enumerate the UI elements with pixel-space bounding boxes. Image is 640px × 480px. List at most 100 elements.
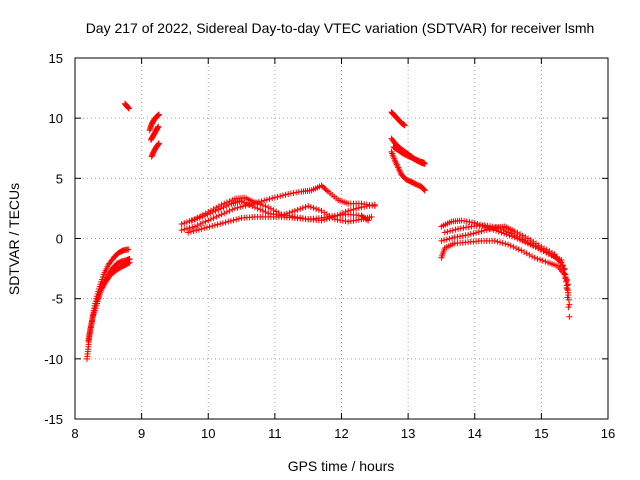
data-point [209, 209, 216, 216]
data-point [471, 219, 478, 226]
data-point [511, 232, 518, 239]
data-point [563, 276, 570, 283]
data-point [215, 206, 222, 213]
data-point [291, 207, 298, 214]
data-point [225, 201, 232, 208]
data-point [265, 204, 272, 211]
y-tick-label: -15 [44, 412, 63, 427]
data-point [513, 233, 520, 240]
data-point [515, 246, 522, 253]
data-point [218, 211, 225, 218]
series-late-d [390, 144, 428, 166]
data-point [452, 226, 459, 233]
data-point [197, 221, 204, 228]
data-point [519, 236, 526, 243]
data-point [481, 227, 488, 234]
data-point [205, 217, 212, 224]
data-point [241, 199, 248, 206]
data-point [397, 168, 404, 175]
data-point [229, 196, 236, 203]
y-tick-label: 15 [49, 51, 63, 66]
x-tick-label: 9 [138, 426, 145, 441]
data-point [209, 222, 216, 229]
data-point [210, 215, 217, 222]
data-point [543, 249, 550, 256]
data-point [517, 231, 524, 238]
y-axis-label: SDTVAR / TECUs [6, 183, 22, 295]
data-point [193, 227, 200, 234]
data-point [201, 225, 208, 232]
data-point [475, 229, 482, 236]
data-point [540, 248, 547, 255]
data-point [505, 241, 512, 248]
data-point [446, 235, 453, 242]
data-point [178, 221, 185, 228]
data-point [444, 228, 451, 235]
data-point [202, 218, 209, 225]
data-point [541, 245, 548, 252]
data-point [371, 203, 378, 210]
y-tick-label: 0 [56, 232, 63, 247]
data-point [505, 229, 512, 236]
data-point [503, 228, 510, 235]
x-tick-label: 10 [201, 426, 215, 441]
data-point [257, 206, 264, 213]
data-point [467, 231, 474, 238]
data-point [526, 251, 533, 258]
data-point [294, 206, 301, 213]
data-point [392, 158, 399, 165]
data-point [310, 204, 317, 211]
data-point [513, 245, 520, 252]
data-point [396, 167, 403, 174]
data-point [281, 211, 288, 218]
data-point [227, 217, 234, 224]
data-point [255, 198, 262, 205]
data-point [238, 198, 245, 205]
data-point [563, 282, 570, 289]
data-point [421, 187, 428, 194]
data-point [189, 224, 196, 231]
chart-title: Day 217 of 2022, Sidereal Day-to-day VTE… [86, 20, 595, 36]
data-point [259, 202, 266, 209]
data-point [543, 246, 550, 253]
data-point [278, 212, 285, 219]
data-point [305, 203, 312, 210]
data-point [178, 227, 185, 234]
data-point [518, 247, 525, 254]
data-point [486, 226, 493, 233]
data-point [395, 165, 402, 172]
data-point [125, 105, 132, 112]
data-point [187, 228, 194, 235]
data-point [183, 219, 190, 226]
data-point [155, 111, 162, 118]
data-point [507, 242, 514, 249]
data-point [438, 237, 445, 244]
data-point [565, 304, 572, 311]
y-tick-label: -10 [44, 352, 63, 367]
data-point [537, 246, 544, 253]
data-point [538, 243, 545, 250]
data-point [307, 203, 314, 210]
data-point [561, 266, 568, 273]
data-point [220, 204, 227, 211]
data-point [542, 258, 549, 265]
data-point [521, 237, 528, 244]
data-point [237, 203, 244, 210]
data-point [207, 210, 214, 217]
data-point [262, 209, 269, 216]
data-point [212, 207, 219, 214]
data-point [511, 228, 518, 235]
axis-ticks: 8 9 10 11 12 13 14 15 16 -15 -10 -5 0 5 10 15 [44, 51, 615, 441]
data-point [204, 211, 211, 218]
data-point [350, 206, 357, 213]
data-point [155, 140, 162, 147]
data-point [393, 160, 400, 167]
data-point [254, 205, 261, 212]
data-point [289, 208, 296, 215]
series-rise-c [91, 259, 133, 314]
data-point [222, 219, 229, 226]
data-point [395, 164, 402, 171]
data-point [231, 205, 238, 212]
data-point [183, 225, 190, 232]
data-point [249, 203, 256, 210]
